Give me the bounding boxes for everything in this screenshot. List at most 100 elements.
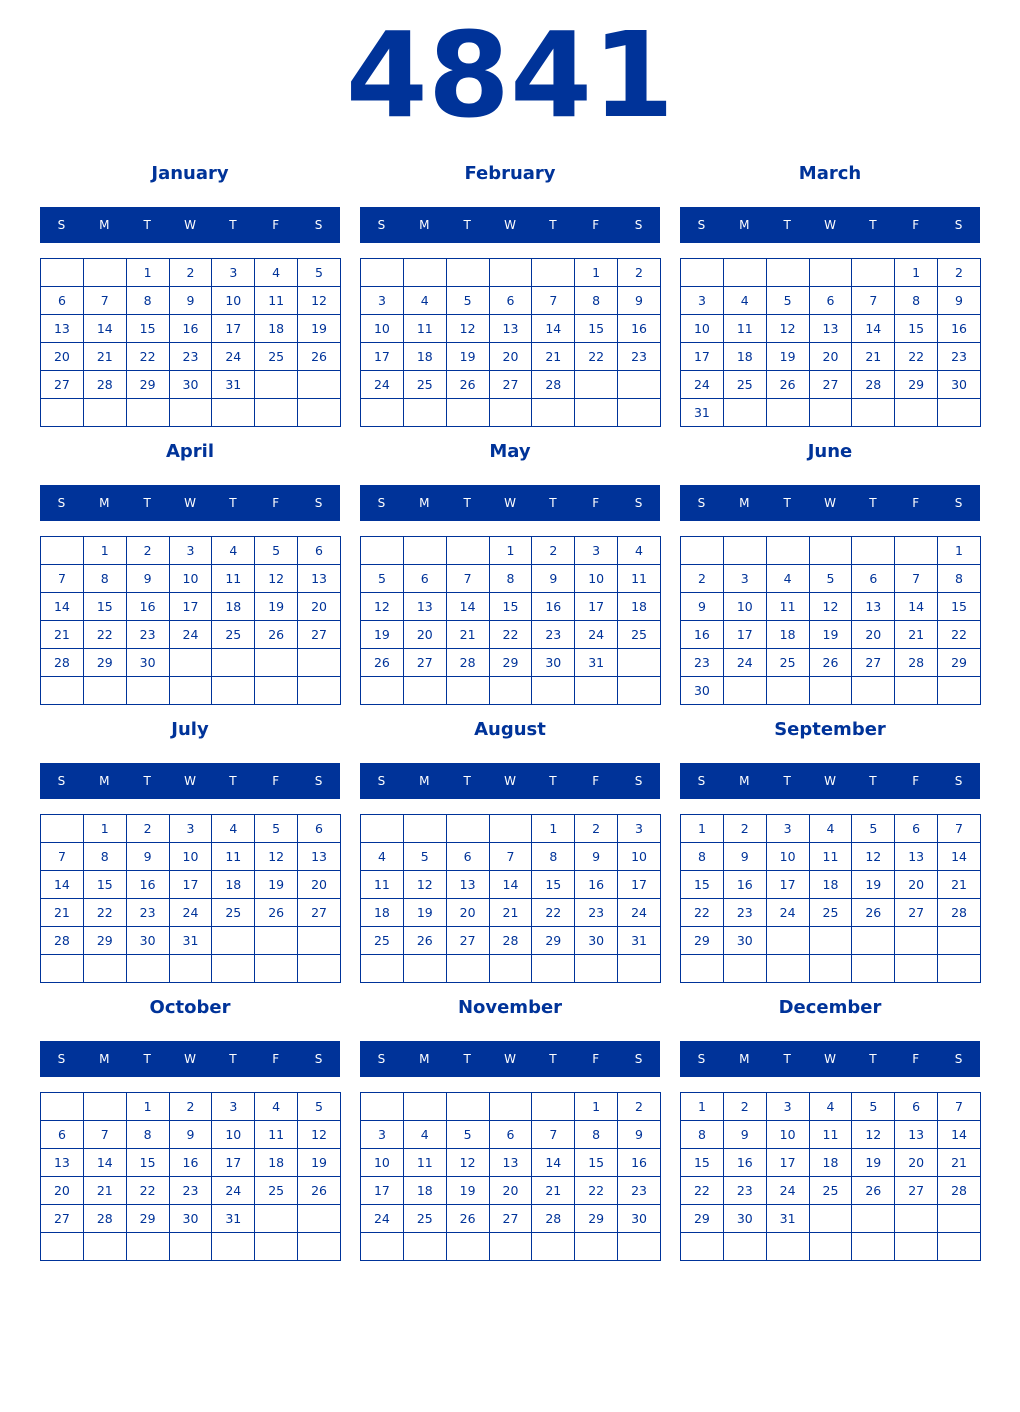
day-cell: 18 (254, 314, 299, 343)
week-row (40, 954, 341, 983)
week-row: 20 21 22 23 24 25 26 (40, 1176, 341, 1205)
day-cell (82, 258, 127, 287)
day-cell: 6 (808, 286, 853, 315)
weekday-label: S (697, 496, 706, 510)
day-cell: 17 (722, 620, 767, 649)
weekday-label: T (463, 496, 471, 510)
day-cell (531, 676, 576, 705)
day-cell: 14 (40, 870, 84, 899)
week-row: 18 19 20 21 22 23 24 (360, 898, 661, 927)
day-cell: 22 (894, 342, 939, 371)
day-cell: 5 (445, 286, 490, 315)
day-cell (574, 370, 619, 399)
day-cell: 7 (531, 1120, 576, 1149)
day-cell: 17 (680, 342, 724, 371)
day-cell (211, 648, 256, 677)
day-cell: 1 (937, 536, 981, 565)
weekday-label: T (143, 496, 151, 510)
week-row: 16 17 18 19 20 21 22 (680, 620, 981, 649)
weekday-label: W (824, 774, 836, 788)
week-row: 19 20 21 22 23 24 25 (360, 620, 661, 649)
day-cell (445, 398, 490, 427)
day-cell (360, 536, 404, 565)
day-cell (402, 398, 447, 427)
day-cell (360, 1232, 404, 1261)
weekday-label: S (314, 496, 323, 510)
day-cell: 17 (574, 592, 619, 621)
day-cell: 7 (531, 286, 576, 315)
day-cell (402, 954, 447, 983)
day-cell (254, 926, 299, 955)
weekday-label: T (869, 1052, 877, 1066)
day-cell (168, 676, 213, 705)
day-cell: 27 (488, 1204, 533, 1233)
day-cell (360, 954, 404, 983)
weekday-label: S (697, 218, 706, 232)
day-cell: 9 (722, 842, 767, 871)
day-cell (937, 926, 981, 955)
day-cell: 31 (680, 398, 724, 427)
week-row: 20 21 22 23 24 25 26 (40, 342, 341, 371)
day-table: 1 2 3 4 5 6 7 8 9 10 11 12 13 14 15 16 17 18 19 20 21 22 23 24 2… (40, 1092, 341, 1261)
day-cell: 3 (765, 1092, 810, 1121)
day-cell: 15 (82, 592, 127, 621)
day-cell: 24 (617, 898, 661, 927)
day-cell (851, 676, 896, 705)
weekday-label: S (634, 218, 643, 232)
day-cell (808, 398, 853, 427)
day-cell: 31 (574, 648, 619, 677)
weekday-label: T (549, 218, 557, 232)
week-row: 24 25 26 27 28 (360, 370, 661, 399)
week-row: 9 10 11 12 13 14 15 (680, 592, 981, 621)
weekday-label: W (504, 496, 516, 510)
weekday-label: S (377, 496, 386, 510)
day-cell: 19 (851, 870, 896, 899)
day-cell: 9 (617, 286, 661, 315)
day-cell (851, 1204, 896, 1233)
day-cell (360, 676, 404, 705)
day-cell (722, 398, 767, 427)
day-cell: 30 (722, 1204, 767, 1233)
week-row (680, 954, 981, 983)
day-cell: 30 (125, 926, 170, 955)
day-cell: 23 (722, 1176, 767, 1205)
day-cell (531, 1232, 576, 1261)
day-table: 1 2 3 4 5 6 7 8 9 10 11 12 13 14 15 16 17 18 19 20 21 22 23 24 2… (680, 536, 981, 705)
day-cell: 19 (851, 1148, 896, 1177)
day-cell: 7 (937, 1092, 981, 1121)
day-cell: 17 (765, 1148, 810, 1177)
weekday-label: S (954, 774, 963, 788)
day-cell (297, 954, 341, 983)
day-cell: 24 (722, 648, 767, 677)
day-cell (894, 1204, 939, 1233)
day-cell: 10 (211, 286, 256, 315)
day-cell: 30 (168, 370, 213, 399)
day-cell: 8 (488, 564, 533, 593)
week-row (40, 1232, 341, 1261)
week-row (360, 398, 661, 427)
day-cell (254, 1204, 299, 1233)
day-cell: 19 (765, 342, 810, 371)
weekday-label: T (783, 496, 791, 510)
day-cell (488, 676, 533, 705)
day-cell: 19 (297, 1148, 341, 1177)
day-cell: 18 (765, 620, 810, 649)
week-row: 27 28 29 30 31 (40, 370, 341, 399)
weekday-label: M (739, 218, 750, 232)
day-cell: 21 (445, 620, 490, 649)
day-cell: 21 (488, 898, 533, 927)
year-title: 4841 (345, 6, 675, 144)
weekday-label: T (229, 774, 237, 788)
day-cell: 28 (531, 1204, 576, 1233)
week-row: 21 22 23 24 25 26 27 (40, 620, 341, 649)
weekday-label: F (592, 218, 600, 232)
day-cell: 31 (617, 926, 661, 955)
day-cell: 5 (297, 1092, 341, 1121)
day-cell: 22 (574, 342, 619, 371)
day-cell: 20 (402, 620, 447, 649)
day-cell: 13 (488, 314, 533, 343)
week-row: 24 25 26 27 28 29 30 (680, 370, 981, 399)
